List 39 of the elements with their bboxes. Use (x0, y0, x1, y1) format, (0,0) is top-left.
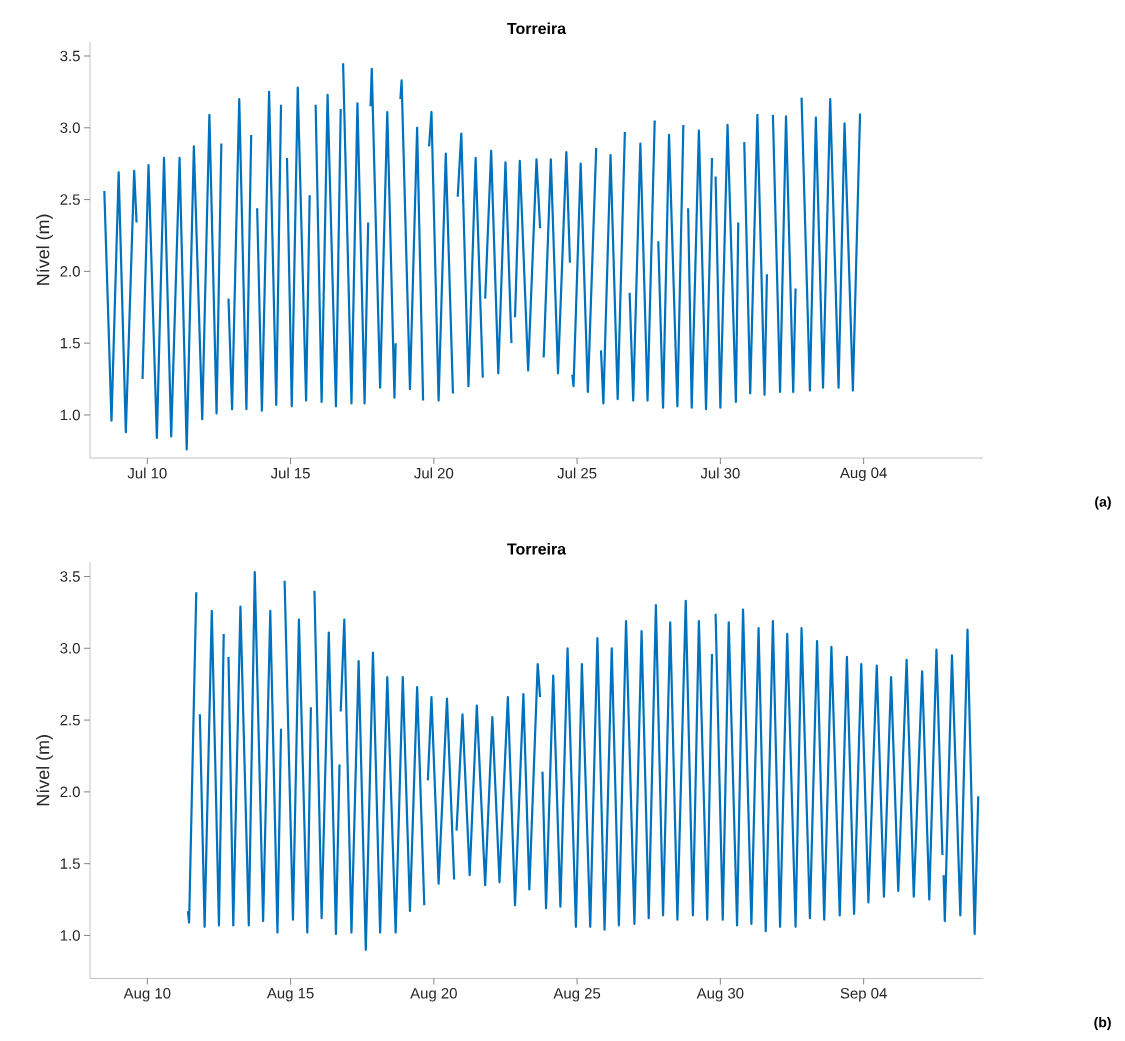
line-series (657, 123, 685, 409)
x-tick-label: Jul 15 (270, 467, 310, 479)
y-tick-label: 1.5 (60, 337, 80, 349)
x-tick-label: Aug 25 (553, 988, 601, 1002)
y-tick-label: 3.5 (60, 571, 80, 582)
x-tick-label: Aug 04 (839, 467, 887, 482)
y-tick-label: 1.0 (60, 409, 80, 421)
line-series (256, 90, 283, 412)
line-series (714, 608, 944, 933)
chart-title: Torreira (507, 22, 567, 35)
text: (b) (1094, 1017, 1111, 1031)
y-tick-label: 3.5 (60, 50, 80, 62)
chart-title: Torreira (507, 542, 567, 555)
x-tick-label: Sep 04 (840, 988, 887, 1002)
x-tick-label: Aug 30 (696, 988, 744, 1002)
line-series (227, 97, 253, 411)
x-tick-label: Aug 15 (266, 988, 314, 1002)
y-axis-title: Nível (m) (35, 735, 53, 806)
y-tick-label: 2.5 (60, 714, 80, 726)
x-tick-label: Jul 10 (127, 467, 167, 479)
line-series (484, 149, 513, 375)
x-tick-label: Aug 20 (410, 988, 457, 1002)
y-tick-label: 1.5 (60, 858, 80, 869)
line-series (800, 96, 862, 392)
y-tick-label: 2.5 (60, 194, 80, 205)
y-tick-label: 3.0 (60, 122, 80, 134)
y-axis-title: Nível (m) (35, 214, 53, 285)
x-tick-label: Jul 30 (700, 467, 740, 479)
y-tick-label: 1.0 (60, 930, 80, 941)
y-tick-label: 2.0 (60, 786, 80, 798)
line-series (687, 129, 714, 411)
text: (a) (1095, 496, 1111, 510)
line-series (198, 609, 225, 928)
line-series (283, 579, 312, 934)
x-tick-label: Jul 25 (557, 467, 597, 479)
y-tick-label: 2.0 (60, 266, 80, 277)
y-tick-label: 3.0 (60, 642, 80, 654)
x-tick-label: Jul 20 (414, 467, 454, 479)
x-tick-label: Aug 10 (123, 988, 171, 1002)
